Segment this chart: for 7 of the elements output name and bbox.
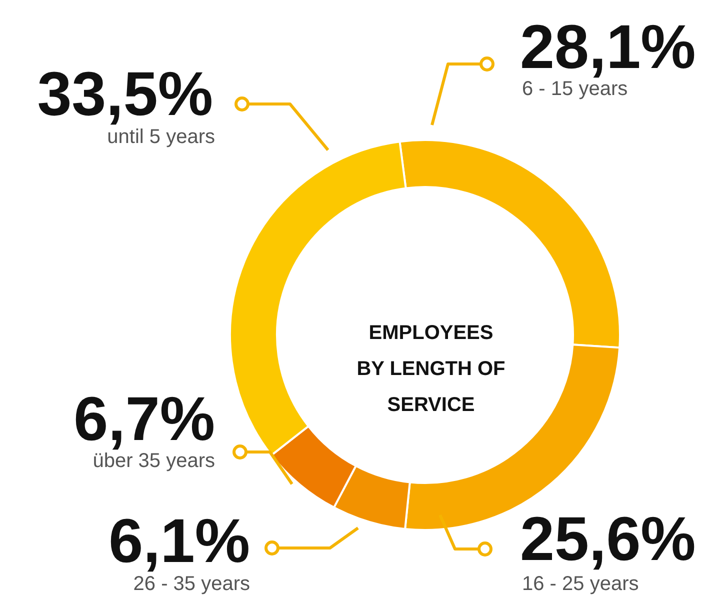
slice-label: until 5 years	[107, 126, 215, 148]
data-label: 6,1%	[108, 507, 250, 576]
data-label: 33,5%	[37, 60, 213, 129]
slice-label: 16 - 25 years	[522, 573, 639, 595]
data-label: 25,6%	[520, 505, 696, 574]
text: EMPLOYEES BY LENGTH OF SERVICE	[356, 322, 506, 416]
slice-label: 26 - 35 years	[133, 573, 250, 595]
